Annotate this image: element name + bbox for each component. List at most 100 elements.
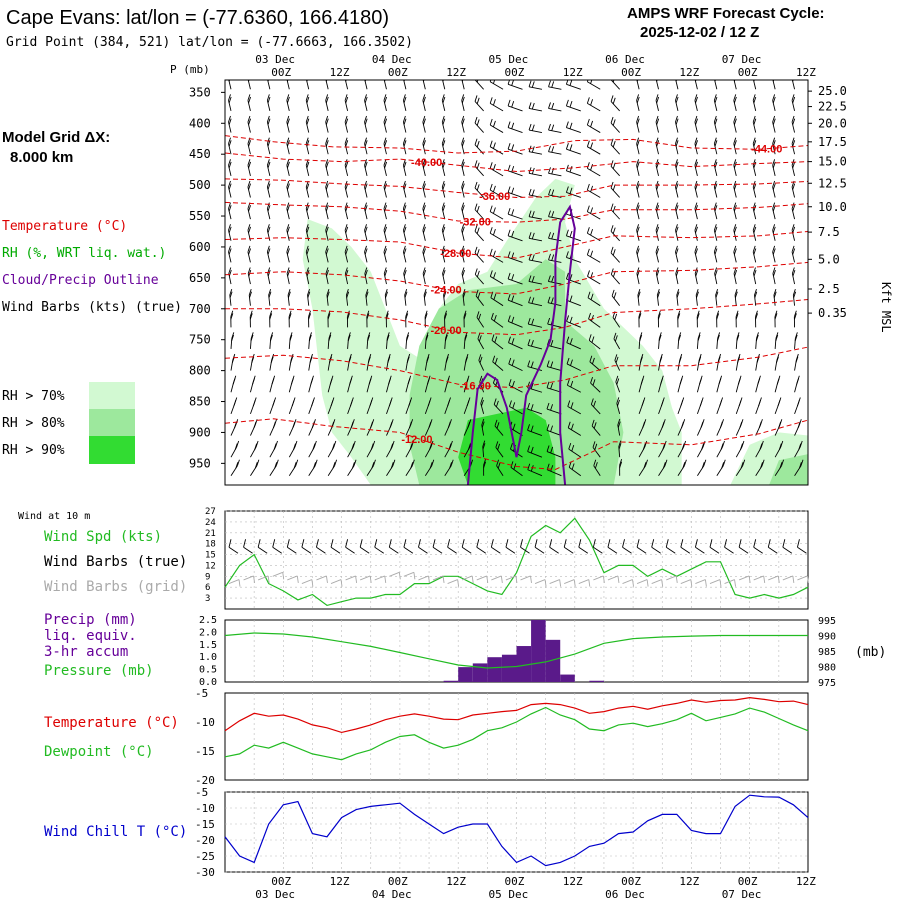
wind-barb-feather — [565, 80, 569, 85]
wind-barb-shaft — [364, 100, 368, 112]
wind-barb-feather — [531, 102, 535, 110]
true-barb-feather — [490, 539, 494, 548]
liq-equiv-label: liq. equiv. — [44, 628, 137, 644]
wind-barb-feather — [403, 226, 407, 234]
wind-barb — [344, 180, 349, 198]
wind-barb-feather — [551, 232, 555, 240]
wind-barb-feather — [390, 462, 394, 469]
wind-barb — [610, 203, 621, 220]
wind-barb — [266, 115, 271, 133]
kft-tick-label: 5.0 — [818, 252, 840, 266]
grid-barb — [418, 575, 429, 581]
wind-barb-shaft — [528, 86, 543, 90]
wind-barb-feather — [759, 443, 763, 450]
wind-barb — [675, 80, 679, 90]
wind-barb-feather — [713, 245, 717, 253]
wind-barb-feather — [752, 224, 756, 231]
wind-barb-feather — [489, 183, 493, 191]
wind-barb-feather — [442, 183, 446, 190]
wind-barb-feather — [719, 421, 723, 428]
true-barb — [447, 546, 457, 554]
true-barb-feather — [578, 539, 582, 548]
wind-barb-feather — [636, 161, 640, 169]
true-barb — [636, 546, 647, 554]
wind-barb-feather — [753, 205, 757, 212]
wind-speed-line — [224, 517, 809, 607]
wind-barb-feather — [714, 270, 718, 277]
wind-barb-feather — [345, 96, 349, 104]
wind-barb-shaft — [568, 467, 582, 477]
wind-barb-feather — [530, 382, 534, 390]
wind-barb-feather — [754, 291, 758, 298]
wind-barb-feather — [569, 274, 573, 281]
wind-barb-feather — [507, 80, 510, 85]
grid-barb — [768, 575, 779, 581]
wind-barb-feather — [569, 316, 573, 324]
top-hour-label: 00Z — [738, 66, 758, 79]
wind-barb — [402, 180, 407, 198]
wind-barb — [228, 202, 232, 220]
wind-barb-shaft — [286, 80, 290, 90]
wind-barb-shaft — [614, 360, 621, 371]
wind-barb-feather — [461, 140, 465, 147]
wind-barb-feather — [290, 378, 294, 385]
wind-barb-feather — [344, 245, 348, 253]
grid-barb — [724, 579, 735, 585]
wind-barb — [774, 332, 779, 350]
wind-barb — [586, 140, 601, 155]
wind-barb-shaft — [752, 186, 757, 198]
wind-barb-feather — [347, 313, 350, 320]
wind-barb — [444, 419, 452, 436]
precip-tick-label: 2.5 — [199, 615, 217, 626]
grid-barb-feather — [602, 575, 605, 584]
wind-barb-feather — [228, 267, 232, 274]
wind-barb-feather — [325, 161, 329, 169]
wind-barb-feather — [461, 159, 465, 166]
wind-barb-feather — [733, 248, 737, 255]
wind-barb — [548, 145, 562, 155]
wind-barb-shaft — [548, 216, 562, 220]
wind-barb — [675, 115, 679, 133]
wind-barb-feather — [774, 313, 778, 320]
wind-barb-feather — [547, 275, 551, 282]
wind-barb — [461, 115, 465, 133]
wind-barb — [655, 180, 660, 198]
wind-barb-shaft — [344, 165, 349, 176]
wind-barb — [618, 440, 622, 458]
wind-barb-feather — [286, 183, 290, 190]
wind-barb-feather — [594, 462, 598, 469]
wind-barb-feather — [402, 224, 406, 231]
wind-barb-feather — [462, 291, 466, 298]
station-title: Cape Evans: lat/lon = (-77.6360, 166.418… — [6, 7, 389, 29]
wind-barb-feather — [353, 459, 357, 466]
grid-barb — [403, 571, 415, 577]
wind-barb-feather — [721, 462, 725, 469]
wind-barb-feather — [423, 291, 427, 298]
wind-barb-feather — [695, 270, 699, 277]
wind-barb-feather — [476, 205, 480, 213]
wind-barb-shaft — [791, 80, 796, 90]
wind-barb-feather — [612, 162, 616, 169]
wind-barb-feather — [662, 462, 666, 469]
wind-barb — [461, 159, 465, 176]
wind-barb-feather — [288, 313, 292, 320]
wind-barb — [307, 288, 311, 306]
wind-barb-feather — [248, 161, 251, 169]
wind-barb — [441, 159, 446, 176]
temp-tick-label: -15 — [195, 745, 215, 758]
wind-barb — [364, 202, 368, 220]
wind-barb-feather — [270, 332, 274, 339]
wind-barb-shaft — [247, 121, 251, 133]
wind-barb-feather — [492, 120, 496, 128]
wind-barb-feather — [344, 224, 348, 231]
wind-barb-feather — [546, 402, 550, 410]
wind-barb-feather — [756, 332, 759, 339]
wind-barb — [441, 115, 446, 133]
isotherm-label: -40.00 — [411, 157, 442, 169]
wind-barb-feather — [233, 399, 237, 407]
wind-barb-feather — [755, 334, 759, 342]
wind-barb-feather — [594, 443, 598, 450]
wind-barb — [617, 418, 621, 436]
wind-barb-shaft — [441, 208, 446, 220]
wind-barb-feather — [347, 334, 351, 342]
